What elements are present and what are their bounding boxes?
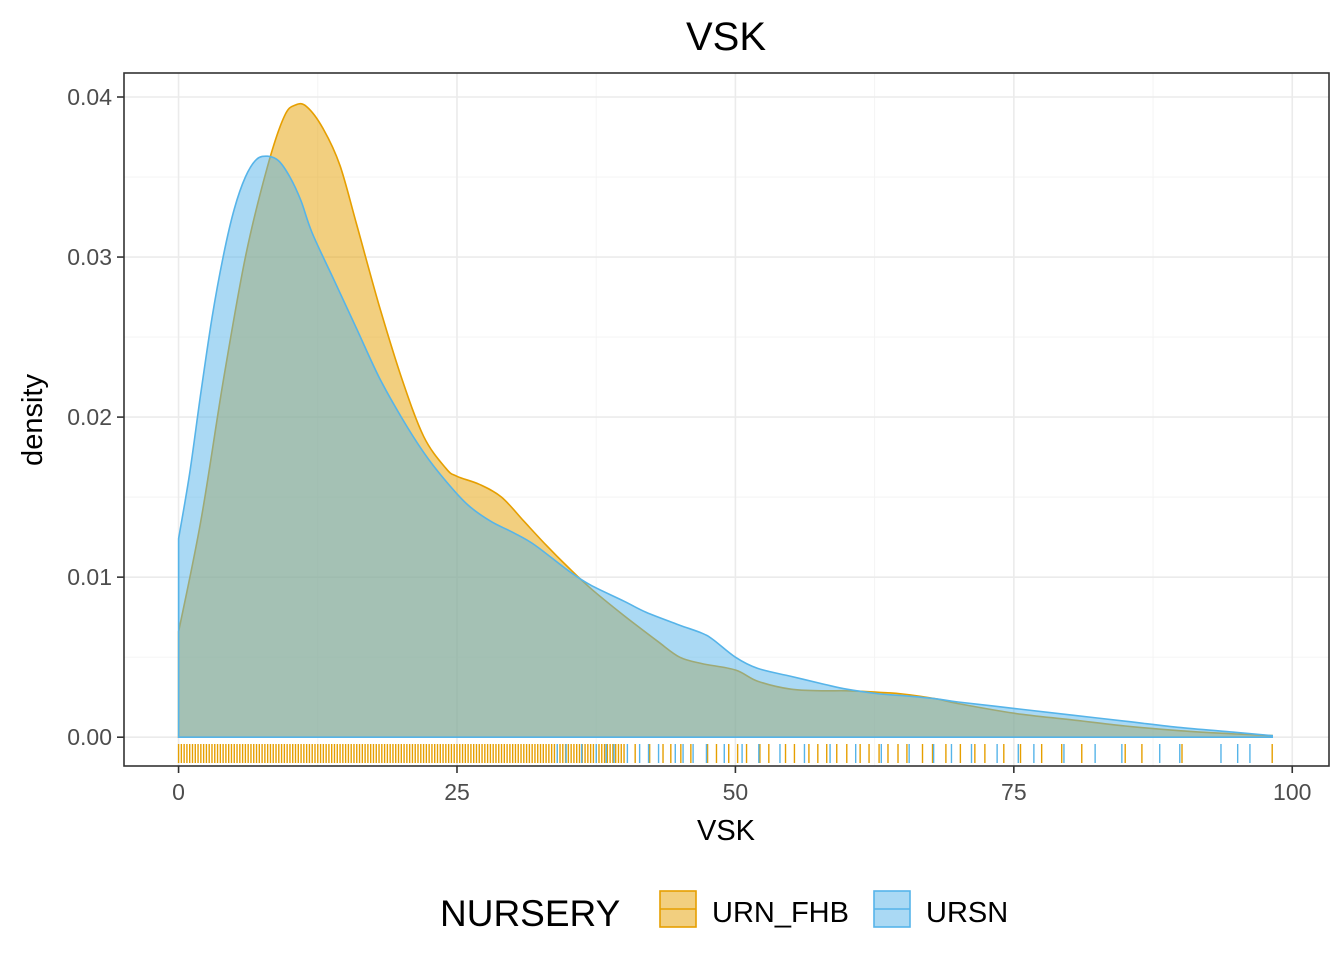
x-tick-label: 25 — [444, 779, 470, 805]
y-tick-label: 0.01 — [67, 564, 112, 590]
x-tick-label: 75 — [1001, 779, 1027, 805]
x-tick-label: 100 — [1273, 779, 1311, 805]
rug-marks — [177, 744, 1273, 763]
legend-label-urn-fhb: URN_FHB — [712, 897, 849, 929]
x-tick-label: 50 — [723, 779, 749, 805]
legend-item-ursn: URSN — [873, 890, 1008, 929]
y-tick-label: 0.03 — [67, 244, 112, 270]
density-area-ursn — [177, 155, 1273, 738]
legend-title: NURSERY — [440, 893, 620, 934]
y-tick-label: 0.00 — [67, 724, 112, 750]
plot-panel — [123, 72, 1330, 767]
x-axis-title: VSK — [697, 815, 756, 847]
y-tick-label: 0.04 — [67, 84, 112, 110]
panel-border — [123, 72, 1330, 767]
y-axis: 0.00 0.01 0.02 0.03 0.04 — [67, 84, 124, 750]
x-axis: 0 25 50 75 100 — [172, 766, 1311, 805]
legend: NURSERY URN_FHB URSN — [440, 890, 1008, 934]
density-areas — [177, 102, 1273, 738]
y-tick-label: 0.02 — [67, 404, 112, 430]
x-tick-label: 0 — [172, 779, 185, 805]
legend-item-urn-fhb: URN_FHB — [659, 890, 849, 929]
chart-title: VSK — [686, 15, 766, 59]
y-axis-title: density — [17, 374, 49, 466]
legend-label-ursn: URSN — [926, 897, 1008, 929]
